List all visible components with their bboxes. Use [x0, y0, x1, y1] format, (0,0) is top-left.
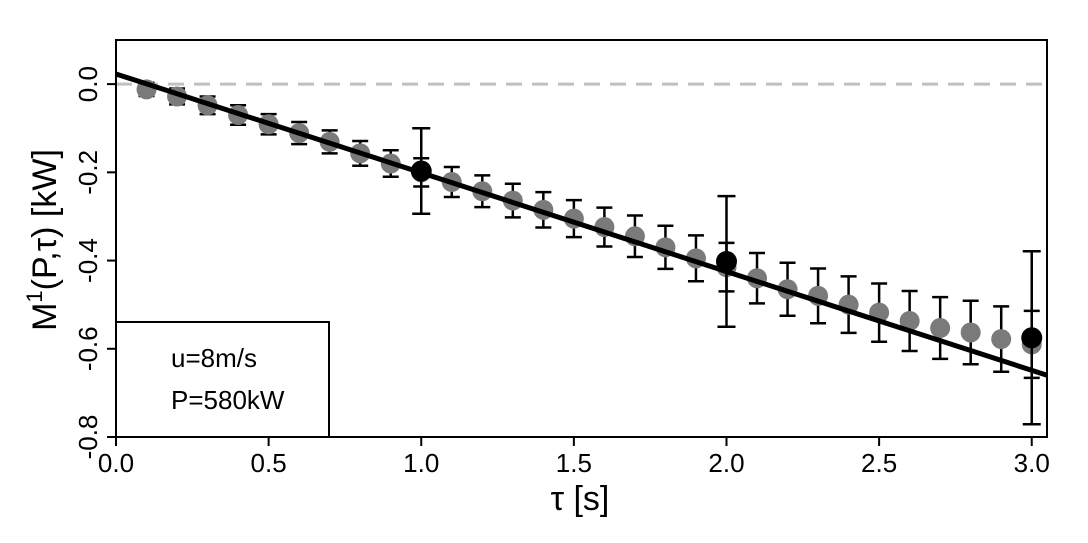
y-tick-label: 0.0: [73, 66, 103, 102]
x-tick-label: 1.5: [556, 448, 592, 478]
legend-box: u=8m/s P=580kW: [115, 321, 330, 438]
x-tick-label: 1.0: [403, 448, 439, 478]
y-axis-title-rest: (P,τ) [kW]: [26, 149, 64, 290]
x-axis: 0.0 0.5 1.0 1.5 2.0 2.5 3.0: [98, 437, 1050, 478]
plot-frame: [115, 39, 1048, 438]
legend-line-wind: u=8m/s: [171, 343, 257, 373]
fit-line: [116, 71, 1047, 378]
data-point-large: [1021, 327, 1043, 349]
x-tick-label: 2.0: [708, 448, 744, 478]
data-point: [930, 318, 951, 339]
y-axis-title-superscript: 1: [22, 290, 47, 302]
y-tick-label: -0.2: [73, 150, 103, 195]
legend-line-power: P=580kW: [171, 385, 285, 415]
y-axis-title-main: M: [26, 303, 64, 331]
x-tick-label: 0.5: [251, 448, 287, 478]
y-tick-label: -0.8: [73, 415, 103, 460]
data-point: [960, 322, 981, 343]
data-point: [991, 329, 1012, 350]
x-tick-label: 0.0: [98, 448, 134, 478]
data-point-large: [715, 250, 737, 272]
x-tick-label: 2.5: [861, 448, 897, 478]
x-tick-label: 3.0: [1014, 448, 1050, 478]
y-axis-title: M1(P,τ) [kW]: [22, 149, 64, 331]
data-point-large: [410, 160, 432, 182]
plot-area: [116, 71, 1047, 426]
y-axis: 0.0 -0.2 -0.4 -0.6 -0.8: [73, 66, 116, 459]
y-tick-label: -0.6: [73, 326, 103, 371]
data-point: [899, 310, 920, 331]
x-axis-title: τ [s]: [551, 480, 610, 518]
y-tick-label: -0.4: [73, 238, 103, 283]
